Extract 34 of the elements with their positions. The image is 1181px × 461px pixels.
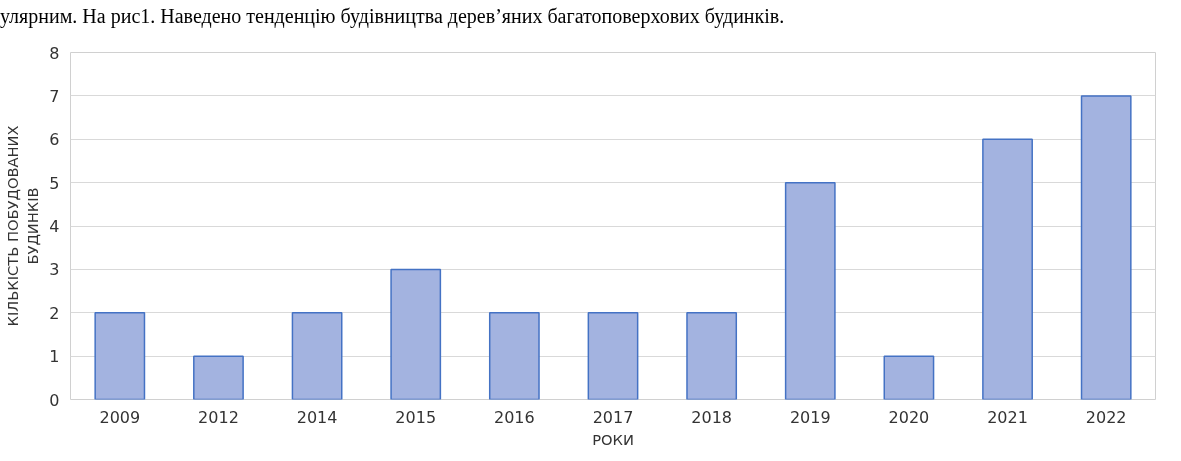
x-tick-label: 2018 <box>691 407 732 427</box>
bar <box>390 268 442 400</box>
x-tick-label: 2020 <box>888 407 930 427</box>
bar <box>587 312 639 400</box>
x-tick-label: 2021 <box>987 407 1028 427</box>
x-tick-label: 2016 <box>494 407 535 427</box>
x-tick-label: 2012 <box>198 407 239 427</box>
bar <box>193 355 244 400</box>
x-tick-label: 2022 <box>1085 407 1127 427</box>
x-axis-title: РОКИ <box>592 430 634 448</box>
y-tick-label: 4 <box>49 217 60 236</box>
y-tick-label: 2 <box>49 303 60 323</box>
y-tick-label: 6 <box>49 130 60 150</box>
y-axis-title: КІЛЬКІСТЬ ПОБУДОВАНИХ БУДИНКІВ <box>3 125 42 327</box>
x-tick-label: 2019 <box>789 407 831 427</box>
bar <box>883 355 935 400</box>
bar <box>982 138 1033 400</box>
text: улярним. На рис1. Наведено тенденцію будівництва дерев’яних багатоповерхових будинків. <box>0 5 785 27</box>
y-tick-label: 3 <box>49 260 60 280</box>
y-tick-label: 1 <box>49 347 60 367</box>
bar <box>784 181 836 400</box>
bar <box>1080 95 1132 400</box>
y-tick-label: 5 <box>49 173 60 193</box>
bar <box>291 312 343 400</box>
y-tick-label: 8 <box>49 43 60 63</box>
bar <box>488 312 540 400</box>
x-tick-label: 2015 <box>395 407 437 427</box>
y-tick-label: 0 <box>49 390 60 410</box>
y-tick-label: 7 <box>49 86 60 106</box>
bar <box>686 312 738 400</box>
x-tick-label: 2017 <box>592 407 634 427</box>
x-tick-label: 2014 <box>296 407 338 427</box>
x-tick-label: 2009 <box>99 407 141 427</box>
bar <box>94 312 146 400</box>
